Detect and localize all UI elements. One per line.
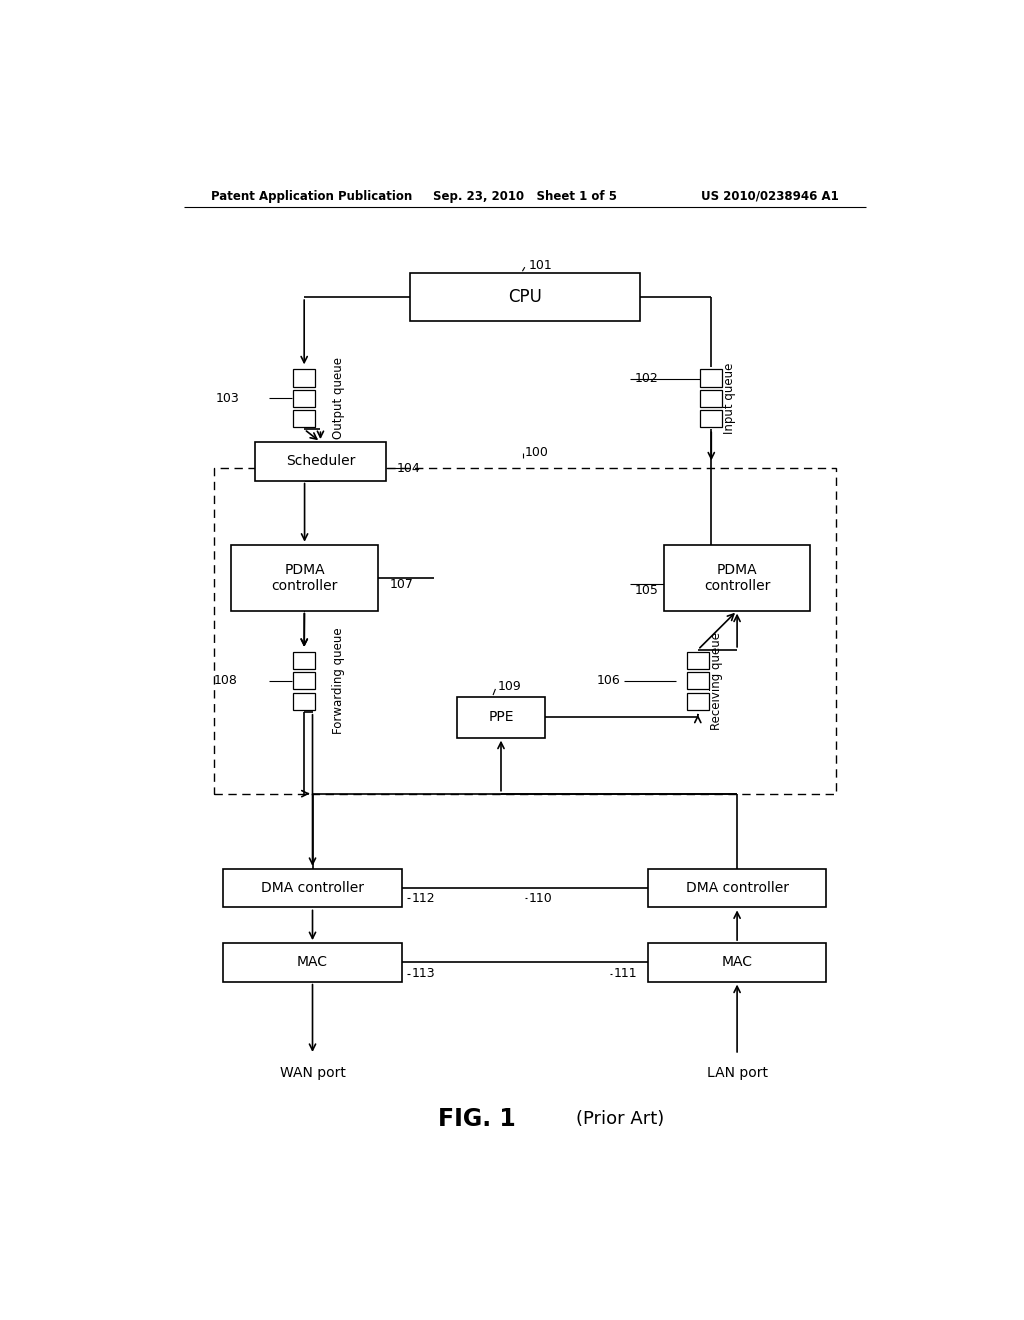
Text: Scheduler: Scheduler <box>286 454 355 469</box>
Text: DMA controller: DMA controller <box>261 882 364 895</box>
Text: Input queue: Input queue <box>723 363 736 434</box>
Bar <box>293 389 315 407</box>
Text: Forwarding queue: Forwarding queue <box>332 627 345 734</box>
Bar <box>231 545 378 611</box>
Text: 100: 100 <box>524 446 549 458</box>
Text: FIG. 1: FIG. 1 <box>437 1107 515 1131</box>
Text: LAN port: LAN port <box>707 1067 768 1080</box>
Bar <box>687 693 709 710</box>
Text: 111: 111 <box>613 968 637 979</box>
Text: 109: 109 <box>498 680 521 693</box>
Bar <box>293 693 315 710</box>
Bar <box>410 273 640 321</box>
Bar <box>687 672 709 689</box>
Bar <box>214 469 836 793</box>
Text: 108: 108 <box>214 675 238 688</box>
Text: WAN port: WAN port <box>280 1067 346 1080</box>
Bar <box>293 370 315 387</box>
Text: DMA controller: DMA controller <box>686 882 788 895</box>
Text: 103: 103 <box>215 392 240 405</box>
Text: PDMA
controller: PDMA controller <box>271 562 338 593</box>
Bar <box>293 411 315 428</box>
Bar <box>687 652 709 669</box>
Text: 105: 105 <box>634 583 658 597</box>
Text: MAC: MAC <box>722 956 753 969</box>
Bar <box>700 389 722 407</box>
Text: MAC: MAC <box>297 956 328 969</box>
Text: 101: 101 <box>528 259 553 272</box>
Text: (Prior Art): (Prior Art) <box>577 1110 665 1127</box>
Bar <box>648 942 826 982</box>
Text: 112: 112 <box>412 892 436 904</box>
Bar <box>293 652 315 669</box>
Bar <box>223 869 401 907</box>
Text: CPU: CPU <box>508 288 542 306</box>
Bar <box>293 672 315 689</box>
Text: Sep. 23, 2010   Sheet 1 of 5: Sep. 23, 2010 Sheet 1 of 5 <box>433 190 616 202</box>
Bar <box>664 545 811 611</box>
Text: 102: 102 <box>634 372 658 385</box>
Bar <box>223 942 401 982</box>
Text: Patent Application Publication: Patent Application Publication <box>211 190 413 202</box>
Text: 110: 110 <box>528 892 553 904</box>
Text: 113: 113 <box>412 968 436 979</box>
Bar <box>458 697 545 738</box>
Text: PDMA
controller: PDMA controller <box>703 562 770 593</box>
Text: 107: 107 <box>390 578 414 591</box>
Text: Receiving queue: Receiving queue <box>710 632 723 730</box>
Bar <box>255 442 386 480</box>
Text: Output queue: Output queue <box>332 358 345 440</box>
Bar <box>700 370 722 387</box>
Text: 106: 106 <box>596 675 620 688</box>
Bar <box>700 411 722 428</box>
Text: PPE: PPE <box>488 710 514 725</box>
Bar <box>648 869 826 907</box>
Text: 104: 104 <box>396 462 420 475</box>
Text: US 2010/0238946 A1: US 2010/0238946 A1 <box>700 190 839 202</box>
